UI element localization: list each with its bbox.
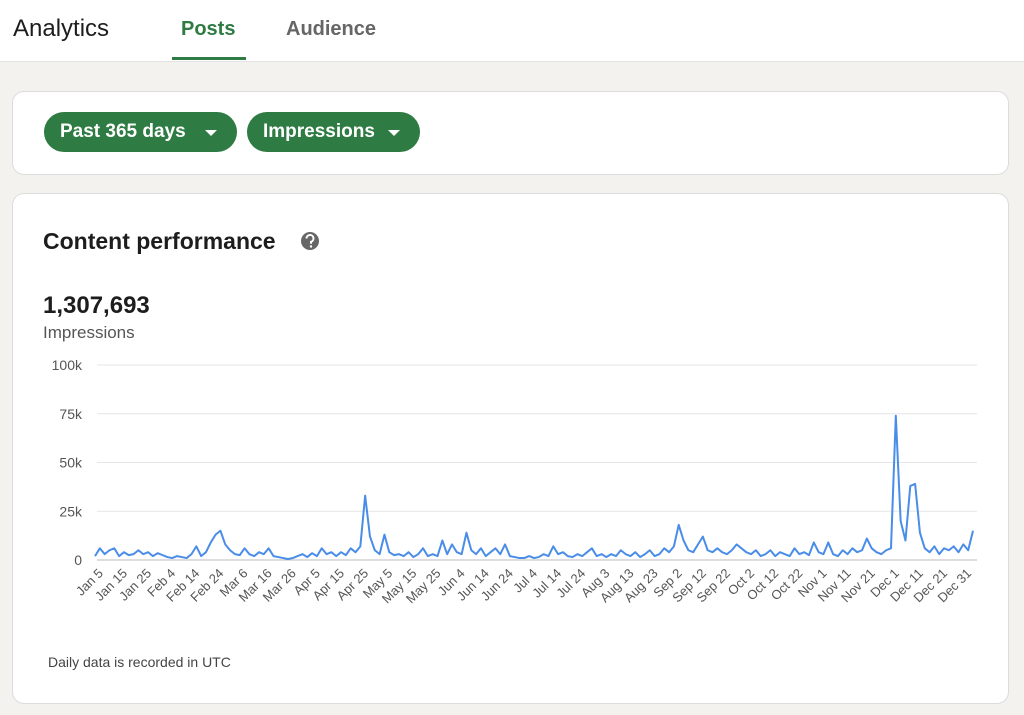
- filter-card: Past 365 days Impressions: [12, 91, 1009, 175]
- chart-title: Content performance: [43, 228, 276, 254]
- y-tick-label: 50k: [59, 455, 83, 471]
- page-title: Analytics: [13, 15, 110, 42]
- tab[interactable]: Posts: [181, 18, 236, 40]
- help-glyph: [305, 234, 315, 244]
- help-icon[interactable]: [301, 232, 319, 250]
- chart-note: Daily data is recorded in UTC: [48, 654, 231, 670]
- caret: [205, 130, 217, 136]
- filter-label: Impressions: [263, 121, 375, 142]
- tab-indicator: [172, 57, 246, 60]
- help-glyph-dot: [309, 245, 313, 248]
- y-tick-label: 75k: [59, 406, 83, 422]
- y-tick-label: 100k: [52, 357, 83, 373]
- total-value: 1,307,693: [43, 292, 150, 319]
- y-tick-label: 0: [74, 552, 82, 568]
- total-label: Impressions: [43, 323, 135, 342]
- filter-button[interactable]: Past 365 days: [44, 112, 237, 152]
- filter-button[interactable]: Impressions: [247, 112, 420, 152]
- caret: [388, 130, 400, 136]
- tab[interactable]: Audience: [286, 18, 377, 40]
- chart-card: [12, 193, 1009, 704]
- header: Analytics Posts Audience: [0, 0, 1024, 62]
- y-tick-label: 25k: [59, 503, 83, 519]
- filter-label: Past 365 days: [60, 121, 186, 142]
- data-line: [94, 414, 974, 561]
